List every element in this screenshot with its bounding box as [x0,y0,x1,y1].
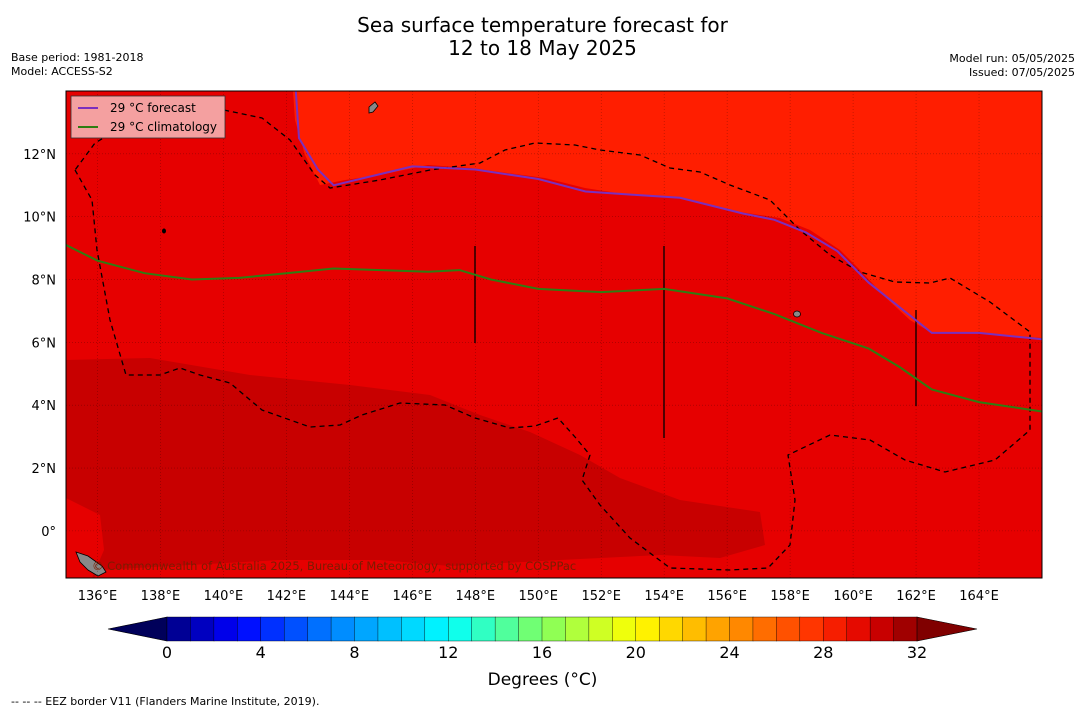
colorbar-cell [893,616,918,642]
plot-frame [65,90,1043,579]
colorbar-cell [846,616,871,642]
x-tick-label: 142°E [267,589,307,604]
colorbar-tick-label: 4 [255,643,266,662]
climatology-isotherm-line [66,244,1042,413]
colorbar-cell [166,616,191,642]
plot-area [66,91,1042,578]
colorbar-cell [612,616,637,642]
region-30-31 [66,358,765,578]
land-island [162,228,166,234]
legend-box: 29 °C forecast 29 °C climatology [70,95,226,139]
x-tick-label: 158°E [770,589,810,604]
model-run: Model run: 05/05/2025 [949,52,1075,65]
colorbar-cell [401,616,426,642]
colorbar-cell [330,616,355,642]
colorbar-cell [776,616,801,642]
colorbar-cell [565,616,590,642]
colorbar-cell [869,616,895,642]
x-tick-label: 160°E [833,589,873,604]
meta-right: Model run: 05/05/2025 Issued: 07/05/2025 [949,52,1075,80]
x-tick-label: 152°E [581,589,621,604]
title-line-1: Sea surface temperature forecast for [357,13,728,37]
x-tick-label: 138°E [141,589,181,604]
colorbar-tick-label: 24 [719,643,740,662]
x-tick-label: 150°E [518,589,558,604]
y-tick-label: 12°N [23,148,56,163]
colorbar-cell [471,616,496,642]
colorbar-tick-label: 20 [625,643,646,662]
colorbar-cell [518,616,543,642]
model-name: Model: ACCESS-S2 [11,65,113,78]
colorbar-cell [424,616,449,642]
grid-lines [66,91,1042,578]
x-tick-label: 146°E [393,589,433,604]
legend-climatology-label: 29 °C climatology [110,120,217,134]
eez-border-line [74,104,1031,571]
colorbar-cell [494,616,520,642]
colorbar [107,616,978,642]
y-tick-label: 10°N [23,211,56,226]
issued-date: Issued: 07/05/2025 [968,66,1075,79]
region-29-30-pocket [66,498,104,578]
colorbar-title: Degrees (°C) [487,670,598,690]
colorbar-tick-label: 28 [813,643,834,662]
axis-ticks: 136°E 138°E 140°E 142°E 144°E 146°E 148°E 150°E… [23,148,999,604]
colorbar-max-arrow [916,616,978,642]
y-tick-label: 0° [41,525,56,540]
land-island [793,310,801,318]
x-tick-label: 136°E [78,589,118,604]
chart-title: Sea surface temperature forecast for 12 … [0,14,1085,60]
colorbar-cell [213,616,238,642]
land-island [368,101,379,114]
colorbar-cell [635,616,660,642]
colorbar-tick-label: 0 [161,643,173,662]
colorbar-cell [823,616,848,642]
colorbar-min-arrow [107,616,168,642]
y-tick-label: 2°N [32,462,57,477]
title-line-2: 12 to 18 May 2025 [448,36,637,60]
y-tick-label: 4°N [32,399,57,414]
colorbar-tick-label: 8 [349,643,360,662]
colorbar-cell [237,616,262,642]
meta-left: Base period: 1981-2018 Model: ACCESS-S2 [11,51,143,79]
x-tick-label: 144°E [330,589,370,604]
colorbar-cell [658,616,684,642]
colorbar-cell [541,616,566,642]
legend-forecast-label: 29 °C forecast [110,101,196,115]
colorbar-cell [307,616,332,642]
colorbar-cell [377,616,402,642]
y-tick-label: 8°N [32,274,57,289]
x-tick-label: 156°E [707,589,747,604]
colorbar-cell [752,616,777,642]
colorbar-cell [729,616,754,642]
colorbar-tick-label: 16 [531,643,553,662]
x-tick-label: 164°E [959,589,999,604]
colorbar-tick-label: 32 [906,643,928,662]
colorbar-cell [682,616,707,642]
colorbar-cell [799,616,824,642]
colorbar-cell [705,616,730,642]
forecast-isotherm-line [294,91,1042,341]
land-island [75,551,107,577]
colorbar-cell [354,616,379,642]
copyright-text: © Commonwealth of Australia 2025, Bureau… [92,559,576,573]
colorbar-cell [588,616,613,642]
colorbar-tick-label: 12 [438,643,459,662]
isotherm-lines [66,91,1042,413]
eez-footnote: -- -- -- EEZ border V11 (Flanders Marine… [11,695,320,708]
x-tick-label: 148°E [456,589,496,604]
x-tick-label: 162°E [896,589,936,604]
x-tick-label: 140°E [204,589,244,604]
colorbar-cell [190,616,215,642]
base-period: Base period: 1981-2018 [11,51,144,64]
x-tick-label: 154°E [644,589,684,604]
y-tick-label: 6°N [32,336,57,351]
colorbar-cell [283,616,309,642]
colorbar-cell [448,616,473,642]
colorbar-cell [260,616,285,642]
